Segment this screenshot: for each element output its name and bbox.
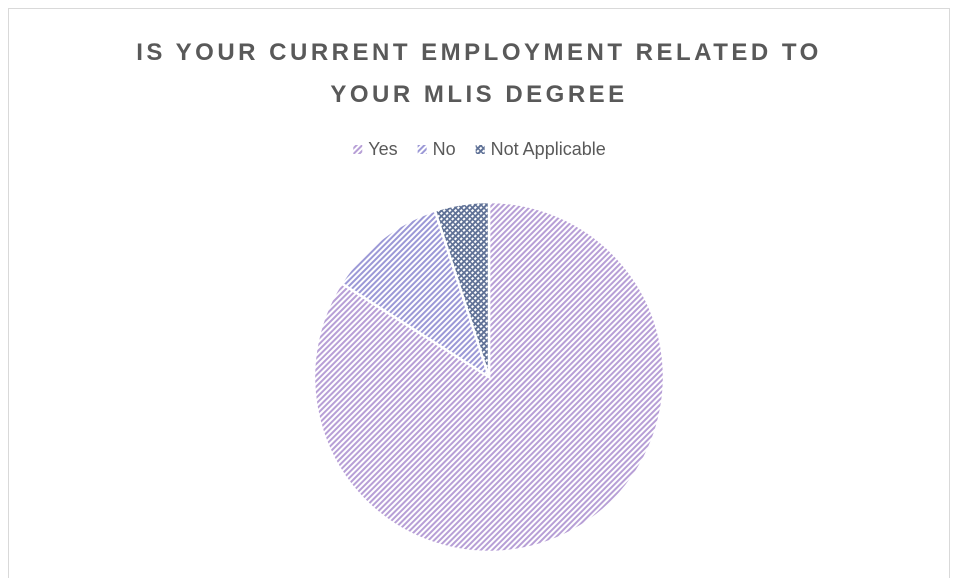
legend-label: Yes (368, 139, 397, 159)
legend-label: Not Applicable (491, 139, 606, 159)
legend-swatch (417, 145, 427, 154)
legend-label: No (433, 139, 456, 159)
legend-swatch (353, 145, 363, 154)
legend-swatch (475, 145, 485, 154)
pie-slice (433, 200, 491, 378)
chart-frame (8, 8, 950, 578)
chart-title: IS YOUR CURRENT EMPLOYMENT RELATED TO YO… (136, 39, 822, 108)
legend: Yes No Not Applicable (353, 139, 606, 159)
pie-slice (339, 208, 492, 380)
